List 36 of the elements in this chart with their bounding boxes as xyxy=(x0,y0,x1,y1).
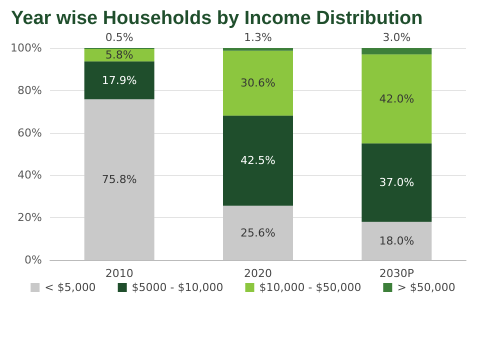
data-label: 18.0% xyxy=(379,234,414,248)
bar xyxy=(362,222,432,260)
bar xyxy=(223,48,293,51)
data-label: 42.5% xyxy=(240,154,276,168)
y-tick-label: 80% xyxy=(18,84,42,97)
y-tick-label: 0% xyxy=(24,254,42,266)
data-label: 17.9% xyxy=(102,74,137,87)
bar xyxy=(223,50,293,116)
y-tick-label: 100% xyxy=(10,42,42,54)
data-label: 0.5% xyxy=(105,31,134,44)
x-tick-label: 2020 xyxy=(244,267,272,280)
bar xyxy=(362,48,432,54)
y-tick-label: 60% xyxy=(18,126,42,140)
data-label: 5.8% xyxy=(105,48,134,62)
legend-label: $5000 - $10,000 xyxy=(132,281,224,294)
data-label: 75.8% xyxy=(102,173,137,186)
data-label: 3.0% xyxy=(382,31,411,44)
legend-label: < $5,000 xyxy=(44,281,96,294)
bar xyxy=(362,143,432,222)
bar xyxy=(84,61,154,100)
y-tick-label: 40% xyxy=(18,168,42,182)
bar xyxy=(362,54,432,144)
chart-title: Year wise Households by Income Distribution xyxy=(11,8,423,29)
data-label: 25.6% xyxy=(240,226,276,240)
data-label: 42.0% xyxy=(379,92,414,106)
x-tick-label: 2010 xyxy=(105,267,134,280)
data-label: 1.3% xyxy=(244,31,272,44)
legend-label: > $50,000 xyxy=(397,281,456,294)
data-label: 37.0% xyxy=(379,176,414,190)
y-tick-label: 20% xyxy=(18,211,42,224)
bar xyxy=(223,206,293,260)
x-tick-label: 2030P xyxy=(379,267,414,280)
bar xyxy=(84,99,154,260)
data-label: 30.6% xyxy=(240,76,276,90)
legend-label: $10,000 - $50,000 xyxy=(259,281,362,294)
bar xyxy=(223,116,293,206)
